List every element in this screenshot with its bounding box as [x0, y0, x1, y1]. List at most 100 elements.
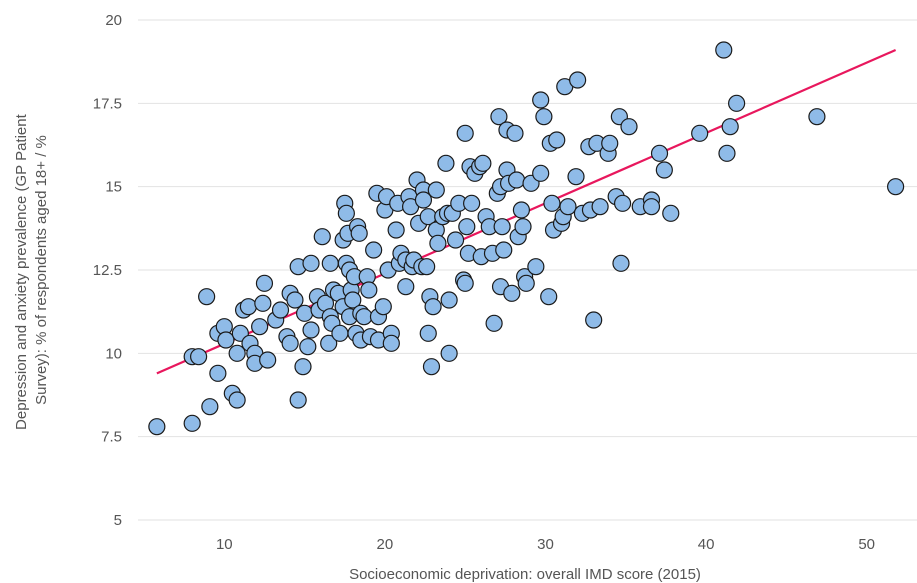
data-point — [296, 304, 314, 322]
data-point — [344, 291, 362, 309]
data-point — [612, 254, 630, 272]
data-point — [382, 334, 400, 352]
y-axis-title-line-1: Depression and anxiety prevalence (GP Pa… — [13, 113, 30, 430]
x-tick-label: 20 — [377, 536, 394, 553]
data-point — [337, 204, 355, 222]
y-tick-label: 15 — [105, 179, 122, 196]
data-point — [535, 108, 553, 126]
data-point — [190, 348, 208, 366]
data-point — [302, 254, 320, 272]
data-point — [251, 318, 269, 336]
data-point — [271, 301, 290, 319]
data-point — [728, 94, 746, 112]
data-point — [715, 41, 733, 59]
data-point — [495, 241, 513, 259]
data-point — [286, 291, 304, 309]
y-tick-label: 5 — [114, 512, 122, 529]
data-point — [567, 168, 585, 186]
data-point — [259, 351, 277, 369]
data-point — [662, 204, 680, 222]
data-point — [613, 194, 632, 212]
data-point — [209, 364, 227, 382]
data-point — [198, 288, 216, 306]
data-point — [620, 118, 638, 136]
data-point — [281, 334, 299, 352]
data-point — [718, 144, 736, 162]
data-point — [228, 391, 246, 409]
data-point — [532, 164, 550, 182]
data-point — [456, 274, 474, 292]
data-point — [446, 231, 465, 249]
data-point — [585, 311, 603, 329]
data-point — [440, 344, 458, 362]
data-point — [294, 358, 312, 376]
data-point — [422, 358, 441, 376]
data-point — [721, 118, 739, 136]
data-point — [440, 291, 458, 309]
data-point — [456, 124, 474, 142]
data-point — [463, 194, 481, 212]
data-point — [437, 154, 455, 172]
data-point — [532, 91, 550, 109]
x-tick-label: 30 — [537, 536, 554, 553]
data-point — [397, 278, 415, 296]
data-point — [655, 161, 673, 179]
data-point — [569, 71, 587, 89]
data-point — [507, 171, 526, 189]
data-point — [485, 314, 503, 332]
y-tick-label: 10 — [105, 345, 122, 362]
x-tick-label: 10 — [216, 536, 233, 553]
data-point — [512, 201, 531, 219]
data-point — [691, 124, 709, 142]
y-tick-label: 7.5 — [101, 429, 122, 446]
data-point — [429, 234, 447, 252]
y-tick-label: 12.5 — [93, 262, 122, 279]
data-point — [424, 298, 442, 316]
data-point — [418, 258, 436, 276]
data-point — [355, 308, 373, 326]
data-point — [360, 281, 378, 299]
data-point — [289, 391, 307, 409]
data-points — [148, 41, 905, 436]
data-point — [183, 414, 201, 432]
data-point — [331, 324, 349, 342]
data-point — [650, 144, 669, 162]
x-axis-title: Socioeconomic deprivation: overall IMD s… — [349, 566, 701, 583]
data-point — [887, 178, 905, 196]
data-point — [201, 398, 219, 416]
data-point — [427, 181, 445, 199]
x-tick-label: 50 — [858, 536, 875, 553]
data-point — [540, 288, 558, 306]
data-point — [514, 218, 532, 236]
data-point — [543, 194, 561, 212]
data-point — [517, 274, 535, 292]
data-point — [313, 228, 331, 246]
data-point — [387, 221, 405, 239]
data-point — [474, 154, 492, 172]
data-point — [490, 108, 508, 126]
data-point — [320, 334, 338, 352]
data-point — [255, 274, 274, 292]
data-point — [493, 218, 511, 236]
data-point — [591, 198, 609, 216]
data-point — [148, 418, 166, 436]
data-point — [506, 124, 524, 142]
data-point — [559, 198, 577, 216]
data-point — [601, 134, 619, 152]
x-axis-ticks: 10 20 30 40 50 — [216, 536, 875, 553]
data-point — [254, 294, 272, 312]
data-point — [374, 298, 392, 316]
data-point — [527, 258, 545, 276]
y-axis-title-line-2: Survey): % of respondents aged 18+ / % — [33, 135, 50, 405]
data-point — [228, 344, 246, 362]
data-point — [642, 198, 661, 216]
y-tick-label: 20 — [105, 12, 122, 29]
x-tick-label: 40 — [698, 536, 715, 553]
data-point — [302, 321, 320, 339]
y-axis-title: Depression and anxiety prevalence (GP Pa… — [13, 110, 50, 430]
data-point — [321, 254, 339, 272]
data-point — [503, 284, 521, 302]
data-point — [808, 108, 826, 126]
data-point — [239, 298, 257, 316]
